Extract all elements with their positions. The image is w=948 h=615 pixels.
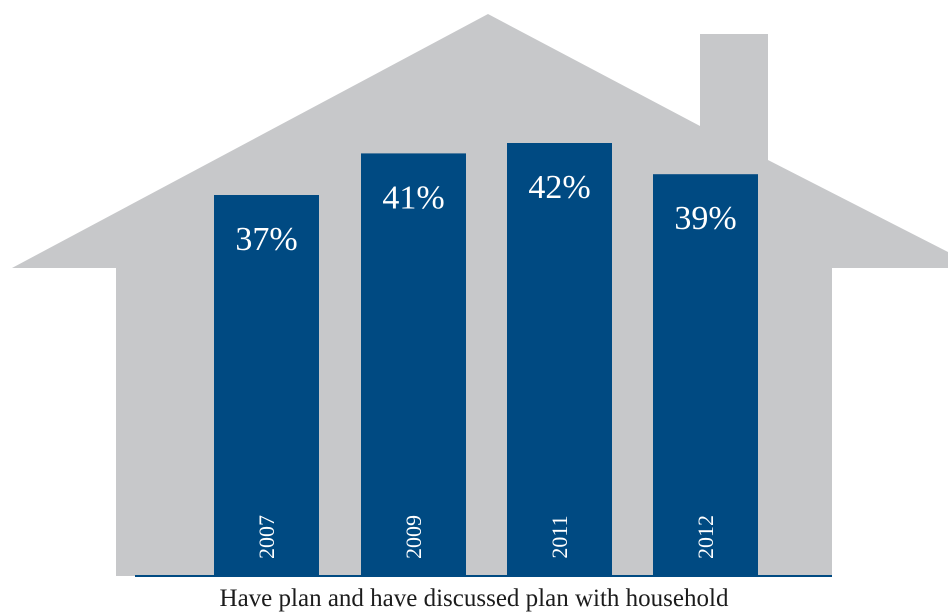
chart-caption: Have plan and have discussed plan with h… [219,585,729,612]
house-body [12,14,948,576]
category-label-2011: 2011 [547,515,572,558]
category-label-2007: 2007 [254,515,279,559]
bars-group: 37% 2007 41% 2009 42% 2011 39% 2012 [214,143,758,576]
value-label-2012: 39% [674,200,736,237]
value-label-2007: 37% [235,221,297,258]
value-label-2011: 42% [528,169,590,206]
house-silhouette [12,14,948,576]
bar-2009 [361,153,466,576]
bar-2011 [507,143,612,576]
bar-2007 [214,195,319,576]
category-label-2012: 2012 [693,515,718,559]
value-label-2009: 41% [382,179,444,216]
category-label-2009: 2009 [401,515,426,559]
bar-2012 [653,174,758,576]
